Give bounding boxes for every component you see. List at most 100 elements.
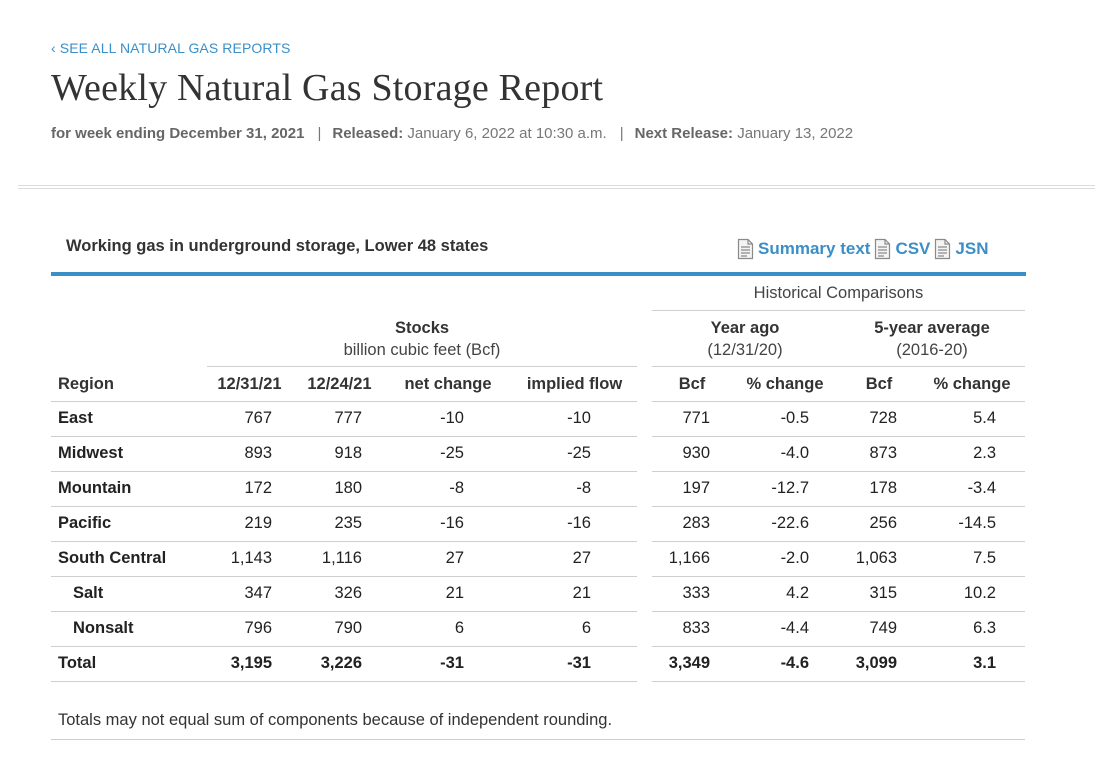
table-cell: -16 xyxy=(567,514,591,532)
table-cell: 21 xyxy=(572,584,591,602)
summary-text-label: Summary text xyxy=(758,239,871,258)
jsn-label: JSN xyxy=(955,239,989,258)
table-cell: 893 xyxy=(244,444,272,462)
separator: | xyxy=(619,125,624,142)
table-cell: 1,166 xyxy=(668,549,710,567)
table-cell: 873 xyxy=(869,444,897,462)
next-release-value: January 13, 2022 xyxy=(737,125,854,142)
table-cell: 771 xyxy=(682,409,710,427)
release-info: for week ending December 31, 2021 | Releas… xyxy=(51,125,853,142)
download-links: Summary text CSV JSN xyxy=(737,238,992,260)
table-cell: 5.4 xyxy=(973,409,996,427)
row-divider xyxy=(51,471,637,472)
column-header: Bcf xyxy=(865,375,893,393)
header-divider xyxy=(207,366,637,367)
table-cell: 10.2 xyxy=(963,584,996,602)
table-cell: 833 xyxy=(682,619,710,637)
column-header: 12/24/21 xyxy=(307,375,372,393)
table-cell: 197 xyxy=(682,479,710,497)
column-header: net change xyxy=(404,375,492,393)
five-year-header: 5-year average xyxy=(874,319,990,337)
row-divider xyxy=(652,576,1025,577)
table-cell: 790 xyxy=(334,619,362,637)
table-cell: 728 xyxy=(869,409,897,427)
table-cell: 235 xyxy=(334,514,362,532)
row-divider xyxy=(652,611,1025,612)
csv-link[interactable]: CSV xyxy=(874,238,930,260)
column-header: % change xyxy=(746,375,824,393)
year-ago-header: Year ago xyxy=(710,319,780,337)
summary-text-link[interactable]: Summary text xyxy=(737,238,870,260)
csv-label: CSV xyxy=(895,239,931,258)
column-header: 12/31/21 xyxy=(217,375,282,393)
released-value: January 6, 2022 at 10:30 a.m. xyxy=(407,125,607,142)
week-ending: for week ending December 31, 2021 xyxy=(51,125,305,142)
row-divider xyxy=(51,506,637,507)
stocks-header: Stocks xyxy=(394,319,450,337)
row-region-label: Total xyxy=(58,654,97,672)
table-cell: 1,063 xyxy=(855,549,897,567)
row-region-label: Pacific xyxy=(58,514,112,532)
row-divider xyxy=(51,646,637,647)
row-divider xyxy=(51,611,637,612)
see-all-reports-link[interactable]: ‹ SEE ALL NATURAL GAS REPORTS xyxy=(51,40,291,56)
row-divider xyxy=(51,436,637,437)
table-cell: -31 xyxy=(567,654,591,672)
table-cell: -31 xyxy=(440,654,464,672)
released-label: Released: xyxy=(332,125,404,142)
table-cell: 767 xyxy=(244,409,272,427)
table-cell: 3,349 xyxy=(668,654,710,672)
table-cell: 27 xyxy=(445,549,464,567)
row-divider xyxy=(652,541,1025,542)
table-cell: -25 xyxy=(567,444,591,462)
document-icon xyxy=(935,238,951,260)
table-cell: 6.3 xyxy=(973,619,996,637)
table-cell: 777 xyxy=(334,409,362,427)
row-region-label: South Central xyxy=(58,549,167,567)
document-icon xyxy=(875,238,891,260)
table-top-rule xyxy=(51,272,1026,276)
row-divider xyxy=(652,471,1025,472)
table-cell: -4.4 xyxy=(780,619,809,637)
section-divider xyxy=(18,185,1095,189)
row-divider xyxy=(652,436,1025,437)
column-header: % change xyxy=(933,375,1011,393)
jsn-link[interactable]: JSN xyxy=(934,238,988,260)
table-cell: 333 xyxy=(682,584,710,602)
table-cell: 3.1 xyxy=(973,654,996,672)
footnote: Totals may not equal sum of components b… xyxy=(58,711,613,729)
table-cell: -14.5 xyxy=(958,514,996,532)
column-header: Bcf xyxy=(678,375,706,393)
header-divider xyxy=(652,310,1025,311)
table-cell: 178 xyxy=(869,479,897,497)
table-cell: -3.4 xyxy=(967,479,996,497)
table-cell: 796 xyxy=(244,619,272,637)
table-cell: 347 xyxy=(244,584,272,602)
table-cell: 180 xyxy=(334,479,362,497)
table-cell: -0.5 xyxy=(780,409,809,427)
table-cell: 256 xyxy=(869,514,897,532)
year-ago-subheader: (12/31/20) xyxy=(707,341,783,359)
table-cell: -10 xyxy=(440,409,464,427)
table-cell: -16 xyxy=(440,514,464,532)
row-divider xyxy=(51,681,637,682)
table-cell: 1,116 xyxy=(321,549,362,567)
table-cell: 6 xyxy=(581,619,591,637)
stocks-subheader: billion cubic feet (Bcf) xyxy=(343,341,501,359)
table-cell: -4.0 xyxy=(780,444,809,462)
table-cell: -22.6 xyxy=(771,514,809,532)
column-header: Region xyxy=(58,375,114,393)
table-title: Working gas in underground storage, Lowe… xyxy=(66,237,489,255)
table-cell: 3,226 xyxy=(320,654,362,672)
five-year-subheader: (2016-20) xyxy=(896,341,968,359)
table-cell: 283 xyxy=(682,514,710,532)
table-cell: 3,195 xyxy=(230,654,272,672)
table-cell: 1,143 xyxy=(230,549,272,567)
separator: | xyxy=(317,125,322,142)
document-icon xyxy=(737,238,754,260)
table-cell: 930 xyxy=(682,444,710,462)
table-cell: 749 xyxy=(869,619,897,637)
footnote-divider xyxy=(51,739,1025,740)
table-cell: 315 xyxy=(869,584,897,602)
table-cell: -12.7 xyxy=(771,479,809,497)
